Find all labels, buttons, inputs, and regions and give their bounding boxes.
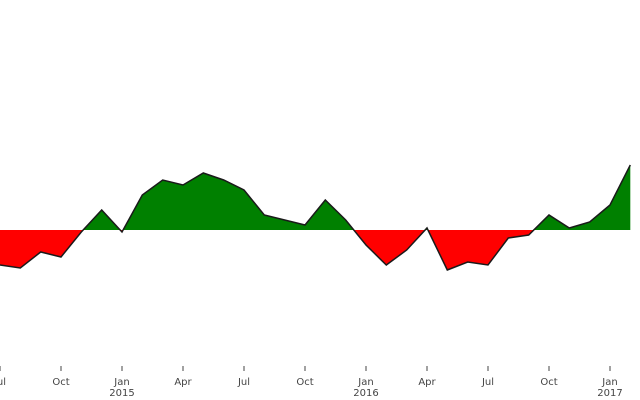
x-tick-label: Oct [296,377,313,388]
negative-area [0,230,631,270]
x-tick-year: 2015 [109,388,134,399]
x-tick-label: Jul [481,377,494,388]
positive-area [0,165,631,230]
x-tick-label: Jul [0,377,6,388]
x-tick-label: Jan [601,377,617,388]
x-tick-label: Oct [540,377,557,388]
x-tick-label: Apr [174,377,192,388]
x-tick-label: Apr [418,377,436,388]
area-line [0,164,631,271]
x-tick-year: 2016 [353,388,378,399]
x-tick-label: Jul [237,377,250,388]
x-tick-label: Jan [113,377,129,388]
x-tick-label: Oct [52,377,69,388]
x-tick-year: 2017 [597,388,622,399]
x-tick-label: Jan [357,377,373,388]
